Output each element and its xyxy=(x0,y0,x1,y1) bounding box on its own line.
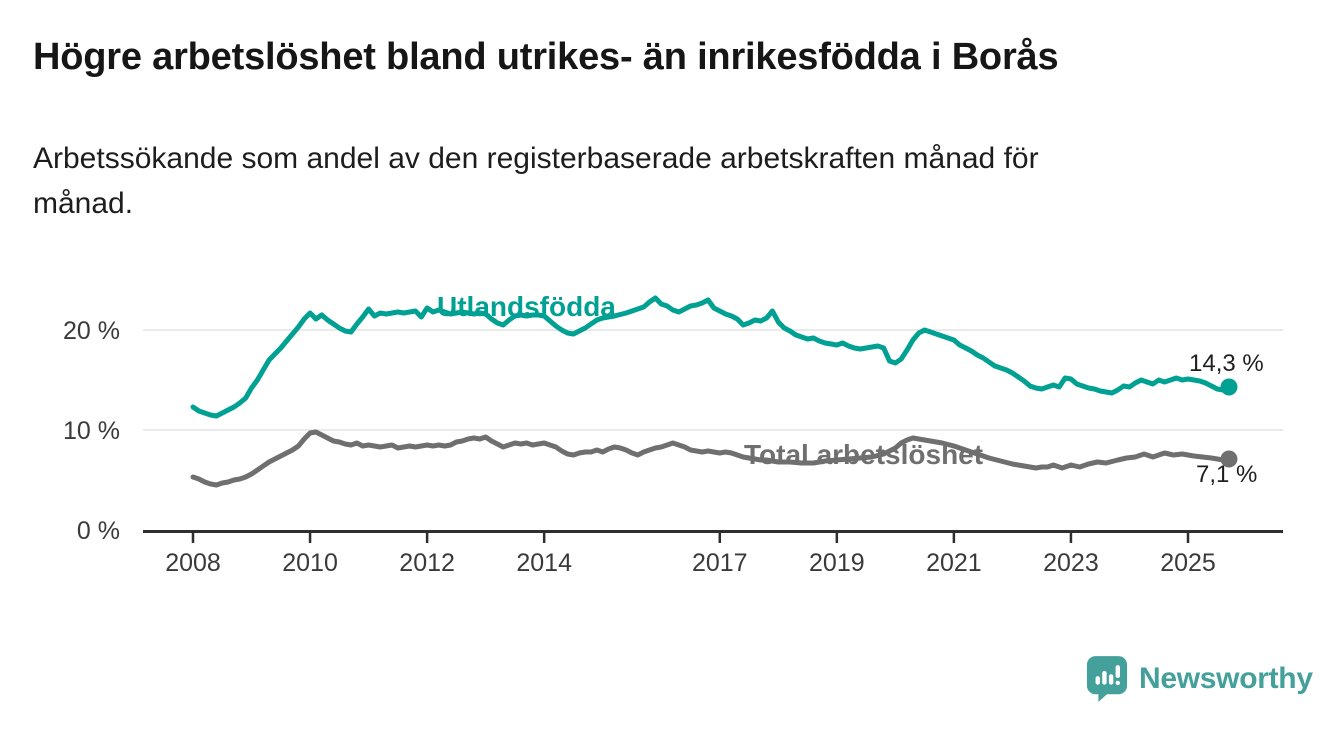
newsworthy-logo: Newsworthy xyxy=(1086,655,1313,702)
x-tick-label: 2023 xyxy=(1043,549,1099,577)
end-value-utlandsfodda: 14,3 % xyxy=(1189,350,1264,377)
x-tick-label: 2019 xyxy=(809,549,865,577)
newsworthy-logo-icon xyxy=(1086,656,1128,702)
x-tick-label: 2025 xyxy=(1160,549,1216,577)
x-tick-label: 2008 xyxy=(165,549,221,577)
newsworthy-logo-text: Newsworthy xyxy=(1139,661,1313,695)
x-tick-label: 2021 xyxy=(926,549,982,577)
series-line-1 xyxy=(190,429,1232,488)
logo-bar-2 xyxy=(1102,670,1107,685)
series-end-dot-0 xyxy=(1220,378,1238,396)
series-line-0 xyxy=(190,295,1232,419)
x-tick-label: 2017 xyxy=(692,549,748,577)
logo-exclamation-dot xyxy=(1115,680,1120,686)
logo-bar-1 xyxy=(1095,676,1100,685)
chart-subtitle: Arbetssökande som andel av den registerb… xyxy=(33,142,1039,220)
y-tick-label: 0 % xyxy=(77,517,120,545)
chart-title: Högre arbetslöshet bland utrikes- än inr… xyxy=(33,36,1059,78)
logo-bar-3 xyxy=(1108,674,1114,685)
x-tick-label: 2010 xyxy=(282,549,338,577)
logo-bubble-shape xyxy=(1086,656,1128,702)
logo-exclamation-bar xyxy=(1115,665,1120,679)
series-end-dot-1 xyxy=(1220,450,1238,468)
y-tick-label: 10 % xyxy=(63,417,120,445)
end-value-total-arbetsloshet: 7,1 % xyxy=(1196,461,1258,488)
series-label-total-arbetsloshet: Total arbetslöshet xyxy=(744,439,984,470)
y-tick-label: 20 % xyxy=(63,317,120,345)
x-tick-label: 2014 xyxy=(516,549,572,577)
x-tick-label: 2012 xyxy=(399,549,455,577)
series-label-utlandsfodda: Utlandsfödda xyxy=(437,291,616,322)
